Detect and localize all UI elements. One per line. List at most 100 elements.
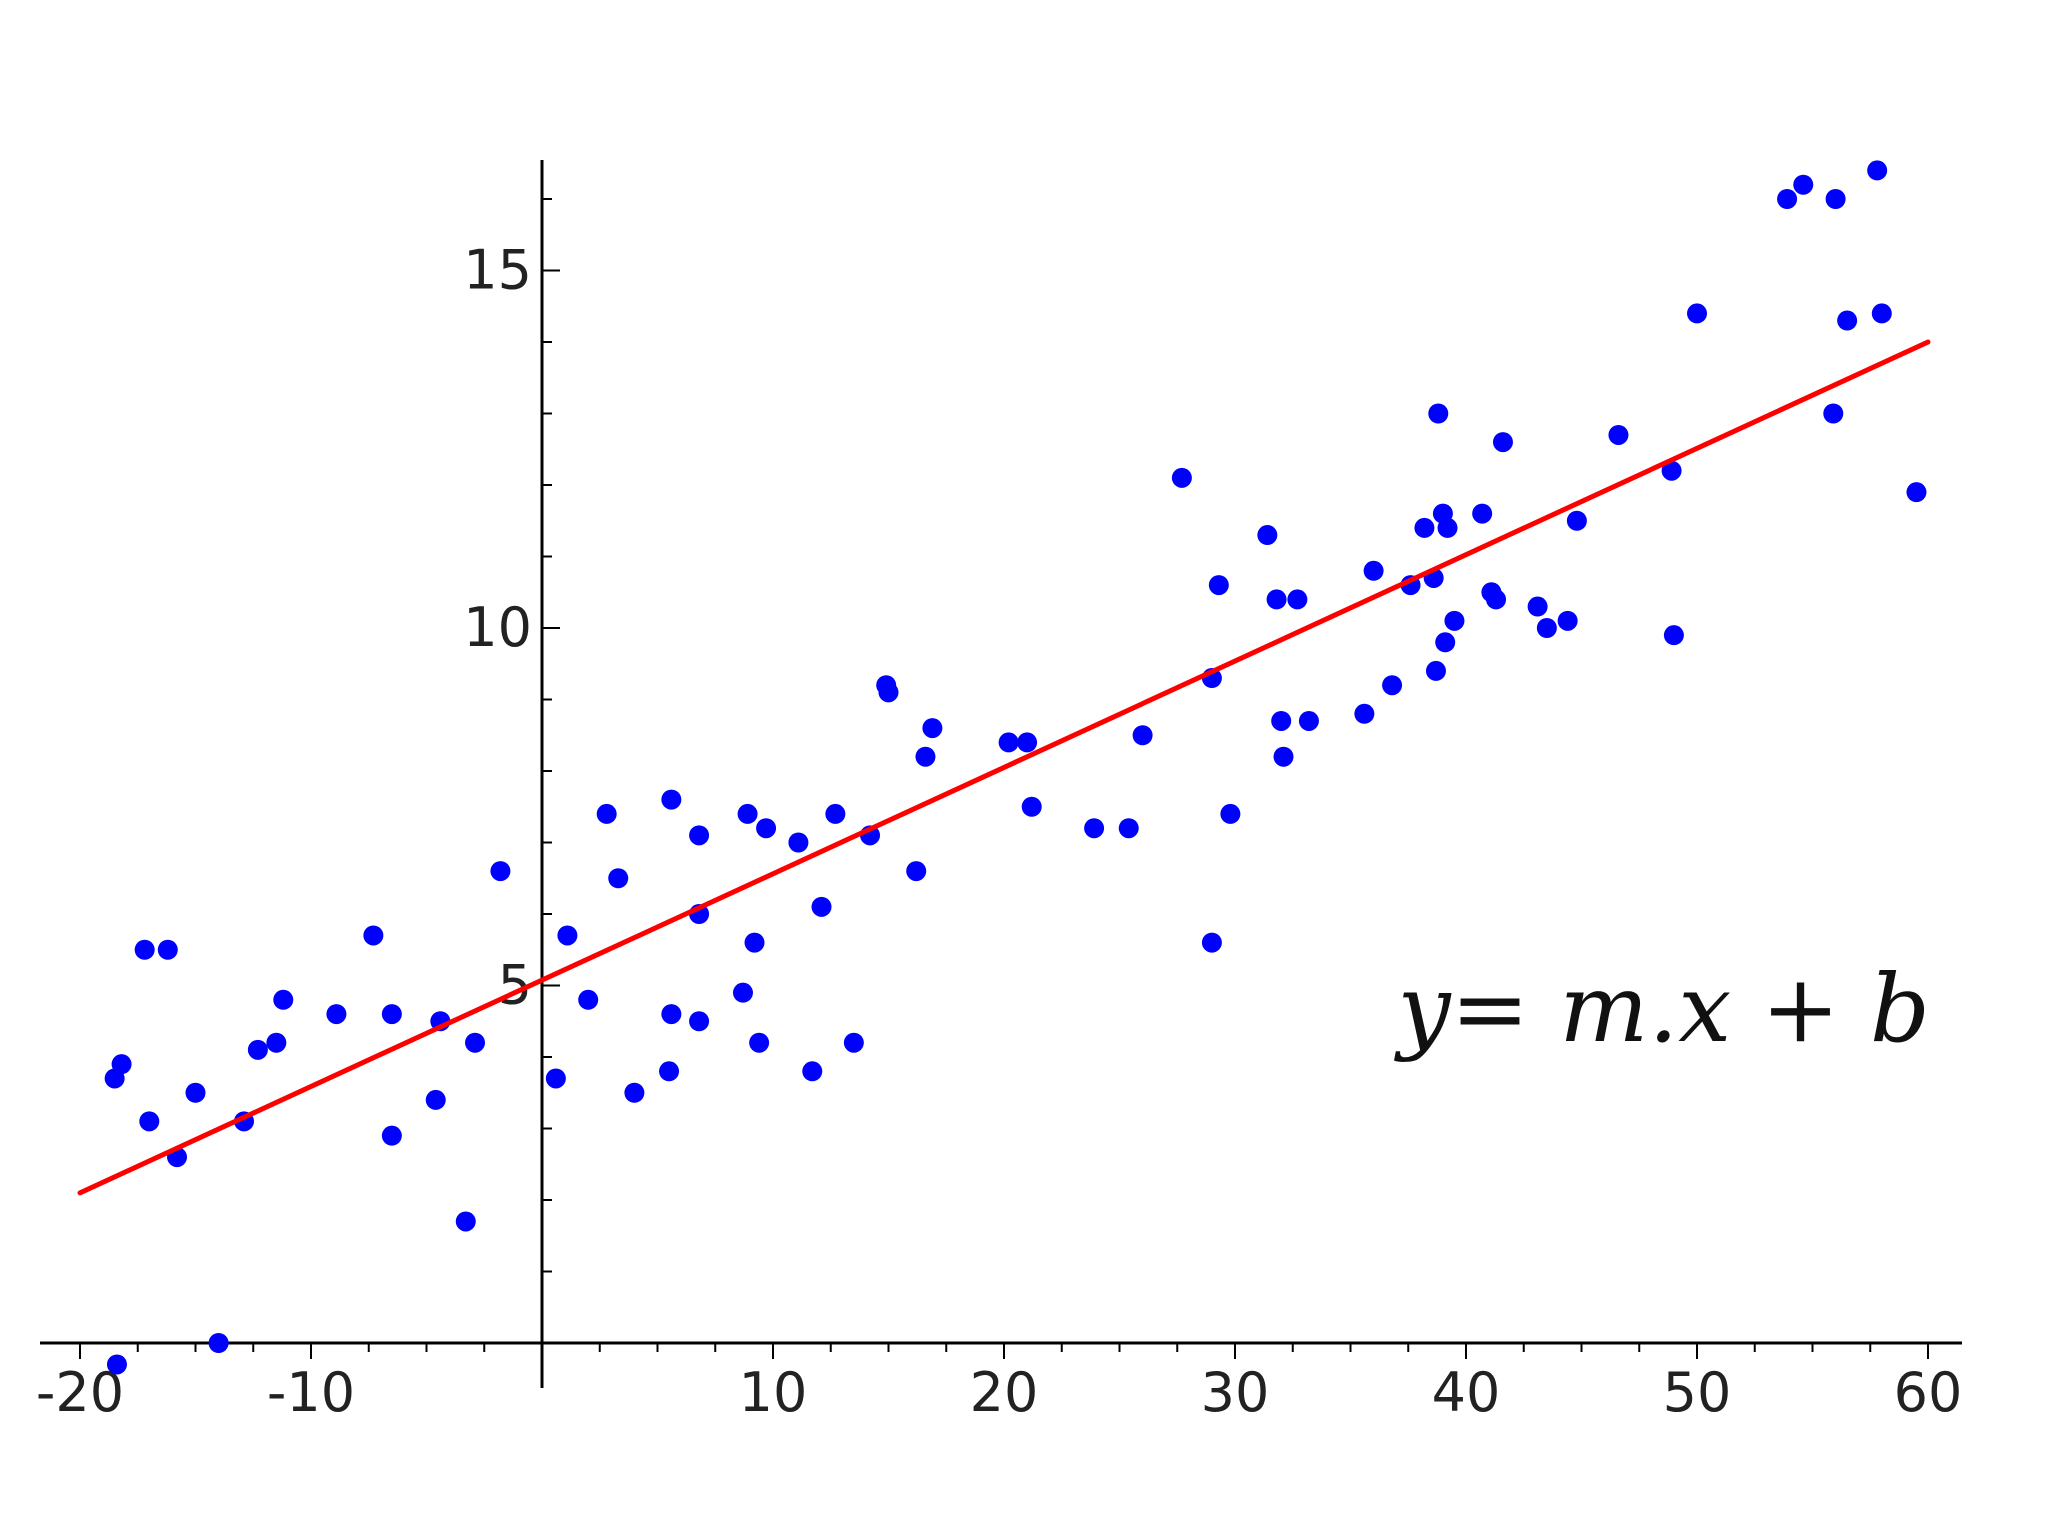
scatter-point (111, 1054, 132, 1075)
axis-ticks (79, 198, 1929, 1359)
scatter-point (1825, 189, 1846, 209)
scatter-point (208, 1333, 229, 1353)
scatter-point (1382, 675, 1403, 696)
scatter-point (1017, 732, 1038, 753)
scatter-point (1437, 517, 1458, 538)
scatter-point (465, 1032, 486, 1053)
axes (40, 160, 1962, 1388)
scatter-point (326, 1004, 347, 1025)
scatter-point (134, 939, 155, 960)
scatter-point (1273, 746, 1294, 767)
scatter-point (1414, 517, 1435, 538)
scatter-point (737, 803, 758, 824)
scatter-point (247, 1039, 268, 1060)
scatter-point (1118, 818, 1139, 839)
fit-line (77, 339, 1931, 1196)
scatter-point (266, 1032, 287, 1053)
x-tick-label: 50 (1663, 1361, 1732, 1424)
scatter-point (1663, 625, 1684, 646)
scatter-point (878, 682, 899, 703)
scatter-points (104, 160, 1927, 1375)
x-tick-label: 20 (970, 1361, 1039, 1424)
scatter-point (1871, 303, 1892, 324)
scatter-point (381, 1004, 402, 1025)
scatter-point (596, 803, 617, 824)
scatter-point (802, 1061, 823, 1082)
scatter-point (843, 1032, 864, 1053)
x-tick-label: -10 (267, 1361, 355, 1424)
scatter-point (1486, 589, 1507, 610)
x-tick-label: 60 (1894, 1361, 1963, 1424)
fit-line-layer (77, 339, 1931, 1196)
scatter-point (1867, 160, 1888, 181)
scatter-point (689, 1011, 710, 1032)
scatter-point (1906, 482, 1927, 503)
scatter-point (1566, 510, 1587, 531)
scatter-point (1171, 467, 1192, 488)
scatter-point (1363, 560, 1384, 581)
scatter-point (363, 925, 384, 946)
scatter-point (1220, 803, 1241, 824)
scatter-point (1687, 303, 1707, 324)
scatter-point (1425, 660, 1446, 681)
x-tick-label: -20 (36, 1361, 124, 1424)
scatter-point (1492, 432, 1513, 453)
scatter-point (756, 818, 777, 839)
scatter-point (1661, 460, 1682, 481)
scatter-point (689, 825, 710, 846)
scatter-point (1208, 575, 1229, 596)
scatter-point (1444, 610, 1465, 631)
scatter-point (1201, 932, 1222, 953)
scatter-point (139, 1111, 160, 1132)
scatter-point (732, 982, 753, 1003)
scatter-point (825, 803, 846, 824)
scatter-point (1527, 596, 1548, 617)
scatter-point (922, 718, 943, 739)
scatter-point (624, 1082, 645, 1103)
scatter-point (1428, 403, 1449, 424)
scatter-point (1298, 710, 1319, 731)
y-tick-label: 10 (463, 596, 532, 659)
scatter-point (661, 789, 682, 810)
scatter-point (425, 1089, 446, 1110)
scatter-point (273, 989, 294, 1010)
equation-annotation: y= m.x + b (1397, 955, 1930, 1064)
scatter-point (545, 1068, 566, 1089)
scatter-point (998, 732, 1019, 753)
scatter-point (608, 868, 629, 889)
scatter-point (1271, 710, 1292, 731)
scatter-point (1084, 818, 1105, 839)
scatter-point (185, 1082, 206, 1103)
scatter-point (1354, 703, 1375, 724)
scatter-point (557, 925, 578, 946)
y-tick-label: 15 (463, 239, 532, 302)
scatter-point (1557, 610, 1578, 631)
scatter-point (661, 1004, 682, 1025)
scatter-point (915, 746, 936, 767)
scatter-point (1435, 632, 1456, 653)
scatter-point (578, 989, 599, 1010)
scatter-point (788, 832, 809, 853)
scatter-point (811, 896, 832, 917)
x-tick-label: 10 (739, 1361, 808, 1424)
scatter-point (659, 1061, 680, 1082)
scatter-point (381, 1125, 402, 1146)
scatter-point (906, 861, 927, 882)
x-tick-label: 30 (1201, 1361, 1270, 1424)
scatter-point (1266, 589, 1287, 610)
scatter-point (455, 1211, 476, 1232)
scatter-point (1132, 725, 1153, 746)
scatter-point (1837, 310, 1858, 331)
scatter-point (1021, 796, 1042, 817)
scatter-point (157, 939, 178, 960)
scatter-point (1257, 525, 1278, 546)
scatter-point (1793, 174, 1814, 195)
scatter-point (1608, 424, 1629, 445)
scatter-point (1777, 189, 1798, 209)
scatter-point (1287, 589, 1308, 610)
scatter-point (1472, 503, 1493, 524)
scatter-point (749, 1032, 770, 1053)
